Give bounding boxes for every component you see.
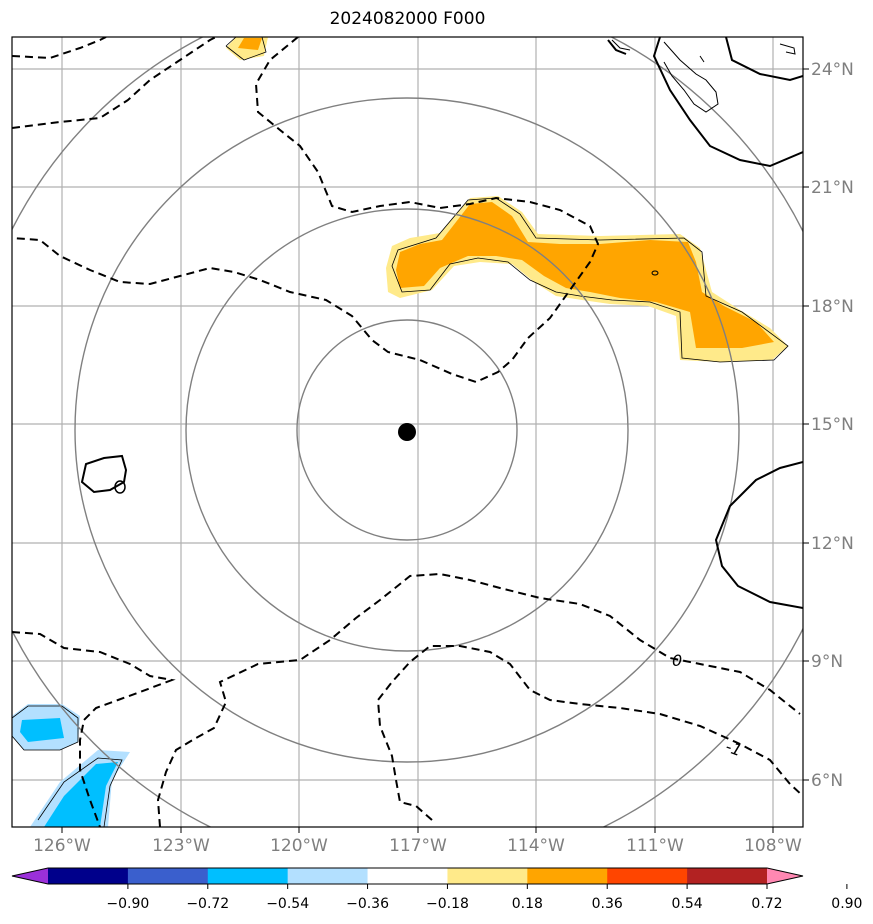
colorbar-segment — [287, 868, 369, 884]
lon-label-126w: 126°W — [33, 836, 91, 856]
contour-label-0: 0 — [672, 651, 682, 670]
dashed-contour-north — [12, 37, 600, 384]
negative-fill-south-core — [44, 762, 118, 827]
map-frame — [11, 36, 804, 828]
dashed-contour-south-2 — [156, 572, 801, 827]
colorbar-tick-label: 0.36 — [592, 896, 623, 912]
positive-blob-north-core — [238, 38, 262, 50]
lon-label-117w: 117°W — [389, 836, 447, 856]
colorbar-outline — [11, 867, 804, 885]
positive-blob-north-line — [225, 37, 267, 61]
lon-label-120w: 120°W — [270, 836, 328, 856]
colorbar-tick-label: −0.72 — [186, 896, 229, 912]
colorbar-segment — [447, 868, 528, 884]
longitude-labels: 126°W 123°W 120°W 117°W 114°W 111°W 108°… — [33, 836, 802, 856]
coastline — [611, 39, 796, 113]
coastline-islet-2 — [611, 39, 631, 51]
colorbar-segment — [48, 868, 129, 884]
colorbar-segment — [367, 868, 448, 884]
positive-fill-core — [396, 202, 774, 348]
colorbar-tick-label: 0.72 — [751, 896, 782, 912]
map-area: 0 -1 — [12, 37, 803, 827]
coastline-mainland — [779, 43, 796, 55]
colorbar-segment — [127, 868, 209, 884]
dashed-contours — [12, 37, 803, 827]
lon-label-114w: 114°W — [507, 836, 565, 856]
lat-label-24n: 24°N — [811, 60, 854, 80]
dashed-contour-south-3 — [376, 645, 803, 821]
lat-label-15n: 15°N — [811, 415, 854, 435]
colorbar-tick-label: 0.90 — [831, 896, 862, 912]
lon-label-123w: 123°W — [152, 836, 210, 856]
dashed-contour-nw-2 — [12, 37, 217, 129]
positive-anomaly-region — [225, 37, 789, 363]
storm-center-marker — [398, 423, 416, 441]
colorbar-extend-high — [767, 868, 803, 884]
solid-contours — [80, 37, 803, 609]
solid-contour-ne-2 — [725, 37, 803, 82]
colorbar-tick-label: −0.90 — [106, 896, 149, 912]
map-title: 2024082000 F000 — [329, 9, 486, 29]
range-ring-3 — [74, 97, 740, 763]
lon-label-108w: 108°W — [744, 836, 802, 856]
colorbar-extend-low — [12, 868, 48, 884]
colorbar-segment — [607, 868, 688, 884]
colorbar-segment — [207, 868, 289, 884]
solid-contour-ne-1 — [652, 37, 803, 168]
latitude-labels: 24°N 21°N 18°N 15°N 12°N 9°N 6°N — [811, 60, 854, 791]
range-ring-4 — [12, 37, 803, 827]
axis-ticks — [61, 68, 809, 833]
lat-label-18n: 18°N — [811, 297, 854, 317]
colorbar-tick-label: 0.18 — [512, 896, 543, 912]
colorbar-segment — [527, 868, 608, 884]
range-ring-1 — [296, 319, 518, 541]
range-rings — [12, 37, 803, 827]
colorbar-tick-label: −0.54 — [266, 896, 309, 912]
lat-label-9n: 9°N — [811, 652, 843, 672]
solid-contour-east — [714, 461, 803, 609]
dashed-contour-nw-1 — [12, 37, 107, 60]
colorbar: −0.90 −0.72 −0.54 −0.36 −0.18 0.18 0.36 0.54 0.7… — [11, 867, 862, 912]
graticule — [12, 37, 803, 827]
colorbar-segment — [687, 868, 768, 884]
positive-contour-line — [391, 197, 789, 363]
lon-label-111w: 111°W — [626, 836, 684, 856]
coastline-islet — [699, 55, 705, 63]
contour-label-minus-1: -1 — [723, 737, 744, 760]
negative-fill-west-core — [20, 718, 64, 742]
colorbar-tick-label: 0.54 — [672, 896, 703, 912]
lat-label-12n: 12°N — [811, 534, 854, 554]
solid-contour-west-island — [80, 454, 128, 494]
dashed-contour-south — [12, 631, 176, 827]
range-ring-2 — [185, 208, 629, 652]
coastline-baja — [663, 41, 719, 113]
lat-label-21n: 21°N — [811, 178, 854, 198]
solid-contour-ne-3 — [607, 39, 627, 55]
small-contour-pocket — [651, 270, 659, 276]
negative-anomaly-region — [12, 704, 130, 827]
colorbar-tick-label: −0.18 — [426, 896, 469, 912]
lat-label-6n: 6°N — [811, 771, 843, 791]
negative-line-west — [12, 705, 79, 751]
solid-contour-west-dot — [114, 480, 126, 494]
colorbar-tick-label: −0.36 — [346, 896, 389, 912]
